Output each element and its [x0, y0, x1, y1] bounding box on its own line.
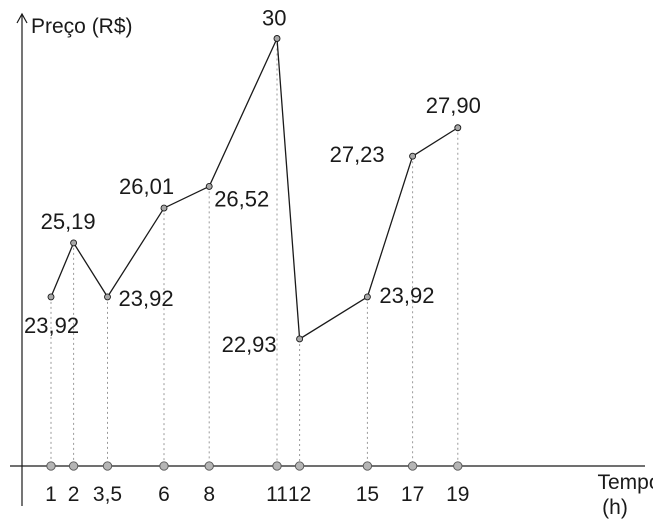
value-label-7: 23,92: [379, 283, 434, 308]
value-label-9: 27,90: [426, 93, 481, 118]
vertical-guides: [50, 38, 459, 466]
x-tick-marker-4: [204, 461, 214, 471]
x-tick-marker-7: [362, 461, 373, 471]
x-tick-marker-9: [453, 461, 463, 471]
x-tick-label-6: 12: [288, 483, 311, 506]
value-label-0: 23,92: [24, 313, 79, 338]
x-tick-marker-1: [68, 461, 79, 471]
price-series-line: [50, 38, 459, 341]
value-label-4: 26,52: [214, 186, 269, 211]
series-layer: [47, 35, 462, 343]
value-label-8: 27,23: [330, 142, 385, 167]
x-tick-label-7: 15: [356, 483, 379, 506]
value-label-2: 23,92: [119, 286, 174, 311]
data-point-7: [363, 293, 371, 301]
x-ticks: 1 2 3,5 6 8 11 12 15 17 19: [45, 461, 469, 506]
x-tick-label-3: 6: [158, 483, 170, 506]
data-point-5: [273, 35, 281, 42]
y-axis-arrow: [16, 12, 28, 24]
x-tick-marker-5: [272, 461, 282, 471]
data-point-9: [454, 124, 462, 132]
value-label-5: 30: [262, 6, 286, 31]
value-label-3: 26,01: [119, 174, 174, 199]
data-point-1: [70, 239, 78, 247]
x-tick-label-9: 19: [446, 483, 469, 506]
data-point-3: [160, 204, 168, 212]
y-axis-label: Preço (R$): [31, 15, 133, 38]
data-point-8: [409, 152, 417, 160]
x-tick-label-0: 1: [45, 483, 57, 506]
x-tick-label-8: 17: [401, 483, 424, 506]
x-tick-label-5: 11: [266, 483, 288, 506]
x-tick-marker-3: [159, 461, 169, 471]
x-tick-marker-2: [102, 461, 113, 471]
x-axis-label-line2: (h): [602, 496, 628, 519]
x-tick-label-1: 2: [68, 483, 80, 506]
x-tick-marker-0: [46, 461, 56, 471]
value-label-6: 22,93: [222, 332, 277, 357]
data-point-4: [205, 182, 213, 190]
data-point-2: [104, 293, 111, 301]
x-tick-label-2: 3,5: [93, 483, 122, 506]
data-point-6: [296, 335, 304, 343]
value-label-1: 25,19: [41, 209, 96, 234]
x-tick-label-4: 8: [203, 483, 215, 506]
data-point-0: [47, 293, 55, 301]
value-labels: 23,92 25,19 23,92 26,01 26,52 30 22,93 23,92 27,…: [24, 6, 481, 357]
x-axis-label-line1: Tempo: [597, 471, 653, 494]
x-tick-marker-8: [407, 461, 418, 471]
x-tick-marker-6: [294, 461, 305, 471]
